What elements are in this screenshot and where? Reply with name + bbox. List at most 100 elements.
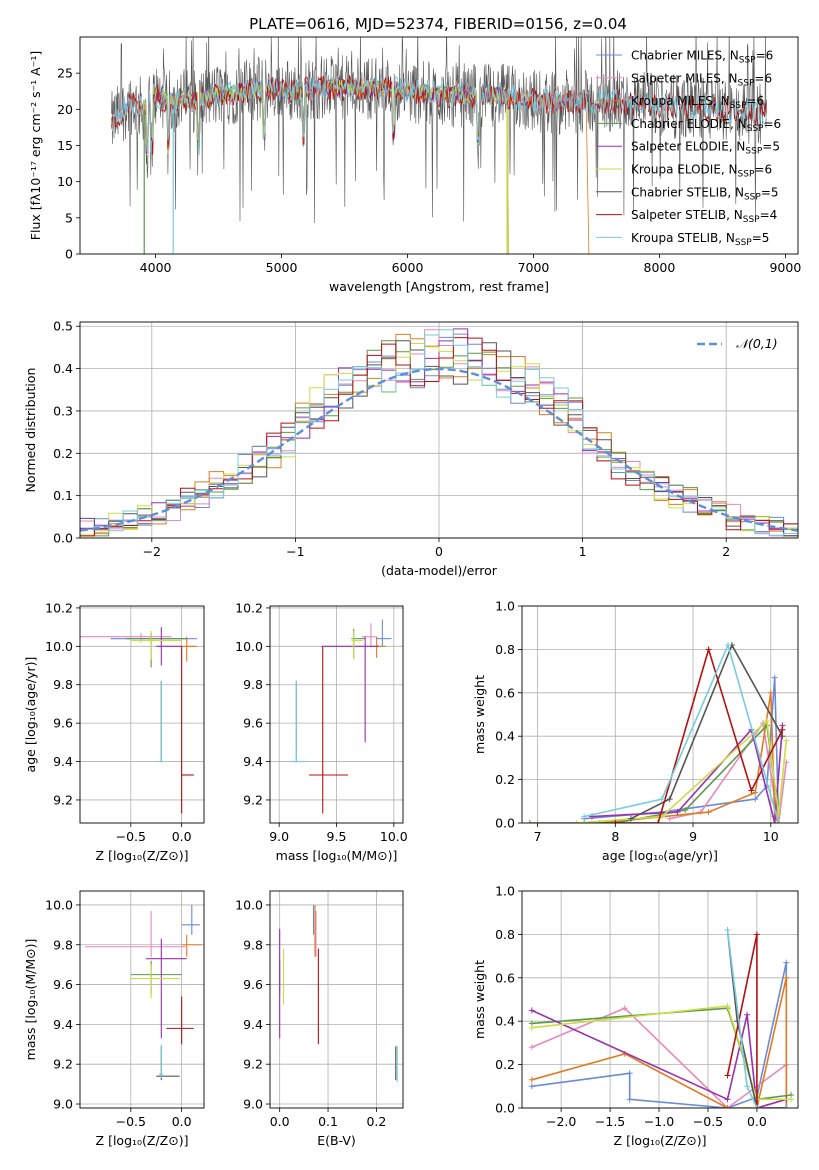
x-tick-label: 8 (611, 829, 619, 844)
x-tick-label: 7 (534, 829, 542, 844)
axes-frame (269, 605, 404, 824)
y-tick-label: 9.4 (53, 1017, 73, 1032)
weight-line (726, 930, 787, 1108)
y-tick-label: 10.2 (45, 600, 73, 615)
weight-marker (744, 1083, 751, 1090)
y-tick-label: 15 (57, 138, 73, 153)
y-tick-label: 0.0 (495, 816, 515, 831)
x-tick-label: −1 (286, 544, 304, 559)
y-tick-label: 9.6 (243, 716, 263, 731)
panel-mass-vs-Z: −0.5 0.0 9.0 9.2 9.4 9.6 9.8 10.0 Z [log₁₀(Z/Z⊙)… (23, 890, 205, 1148)
x-tick-label: −2 (143, 544, 161, 559)
axes-frame (79, 321, 799, 539)
y-axis-label: mass [log₁₀(M/M⊙)] (23, 939, 38, 1061)
x-tick-label: −2.0 (546, 1114, 576, 1129)
axes-frame (269, 890, 404, 1109)
y-tick-label: 0.8 (495, 642, 515, 657)
plot-area (279, 904, 398, 1083)
y-tick-label: 0.4 (495, 729, 515, 744)
weight-marker (744, 1011, 751, 1018)
weight-marker (783, 1105, 790, 1108)
x-tick-label: 0.0 (747, 1114, 767, 1129)
legend: Chabrier MILES, NSSP=6 Salpeter MILES, NS… (596, 49, 781, 248)
y-axis-label: mass weight (472, 675, 487, 754)
panel-age-vs-mass: 9.0 9.5 10.0 9.2 9.4 9.6 9.8 10.0 10.2 mass [log₁… (235, 600, 408, 863)
weight-marker (528, 1083, 535, 1090)
y-tick-label: 0.2 (495, 772, 515, 787)
weight-marker (528, 1076, 535, 1083)
y-tick-label: 1.0 (495, 599, 515, 614)
weight-marker (528, 1044, 535, 1051)
x-tick-label: 7000 (518, 260, 550, 275)
legend-entry: Chabrier MILES, NSSP=6 (631, 49, 773, 66)
axes-frame (521, 605, 799, 824)
legend-entry: Chabrier ELODIE, NSSP=6 (631, 117, 781, 134)
legend-entry: Salpeter ELODIE, NSSP=5 (631, 140, 780, 157)
y-tick-label: 9.8 (243, 937, 263, 952)
y-tick-label: 0.6 (495, 970, 515, 985)
plot-area (526, 642, 790, 823)
weight-marker (771, 820, 778, 823)
y-tick-label: 9.8 (53, 677, 73, 692)
weight-marker (724, 1096, 731, 1103)
weight-marker (655, 820, 662, 823)
panel-mass-vs-EBV: 0.0 0.1 0.2 9.0 9.2 9.4 9.6 9.8 10.0 E(B-V) (235, 890, 404, 1148)
x-tick-label: 8000 (644, 260, 676, 275)
y-tick-label: 9.0 (53, 1097, 73, 1112)
y-tick-label: 20 (57, 102, 73, 117)
weight-marker (788, 1096, 795, 1103)
panel-weight-vs-Z: −2.0 −1.5 −1.0 −0.5 0.0 0.0 0.2 0.4 0.6 0.8 1.0 Z [… (472, 884, 799, 1148)
y-tick-label: 9.2 (243, 1057, 263, 1072)
plot-area (111, 37, 767, 254)
axes-frame (79, 890, 205, 1109)
panel-residuals: −2 −1 0 1 2 0.0 0.1 0.2 0.3 0.4 0.5 (data-model)/er… (23, 319, 799, 578)
weight-marker (674, 809, 681, 816)
weight-marker (775, 820, 782, 823)
histogram-step (80, 343, 798, 538)
panel-age-vs-Z: −0.5 0.0 9.2 9.4 9.6 9.8 10.0 10.2 Z [log₁₀(Z/Z⊙… (23, 600, 205, 863)
y-tick-label: 10.0 (235, 639, 263, 654)
weight-marker (666, 796, 673, 803)
chart-title: PLATE=0616, MJD=52374, FIBERID=0156, z=0… (249, 15, 627, 33)
y-tick-label: 0.6 (495, 685, 515, 700)
x-axis-label: E(B-V) (317, 1133, 356, 1148)
weight-marker (705, 809, 712, 816)
x-tick-label: −1.0 (644, 1114, 674, 1129)
weight-marker (763, 718, 770, 725)
y-tick-label: 0.0 (53, 531, 73, 546)
y-tick-label: 9.2 (53, 1057, 73, 1072)
weight-marker (767, 689, 774, 696)
weight-marker (612, 820, 619, 823)
y-axis-label: Normed distribution (23, 368, 38, 493)
weight-marker (724, 1072, 731, 1079)
y-tick-label: 0.2 (495, 1057, 515, 1072)
y-tick-label: 10.0 (45, 897, 73, 912)
x-axis-label: Z [log₁₀(Z/Z⊙)] (614, 1133, 707, 1148)
x-tick-label: 9000 (769, 260, 801, 275)
plot-area (528, 927, 795, 1108)
plot-area (80, 627, 197, 814)
x-tick-label: 6000 (392, 260, 424, 275)
legend-entry: Kroupa STELIB, NSSP=5 (631, 231, 769, 248)
axes-frame (79, 605, 205, 824)
x-tick-label: 9 (689, 829, 697, 844)
weight-marker (581, 813, 588, 820)
x-tick-label: 10.0 (380, 829, 408, 844)
y-tick-label: 0.2 (53, 446, 73, 461)
y-tick-label: 9.6 (53, 716, 73, 731)
weight-marker (779, 733, 786, 740)
x-axis-label: age [log₁₀(age/yr)] (602, 848, 718, 863)
y-tick-label: 0 (65, 247, 73, 262)
legend-entry: Kroupa MILES, NSSP=6 (631, 94, 764, 111)
weight-line (599, 692, 780, 823)
weight-marker (725, 642, 732, 649)
weight-marker (748, 787, 755, 794)
x-tick-label: 5000 (266, 260, 298, 275)
y-axis-label: mass weight (472, 960, 487, 1039)
y-tick-label: 0.4 (495, 1014, 515, 1029)
weight-marker (771, 674, 778, 681)
y-tick-label: 9.8 (243, 677, 263, 692)
weight-marker (752, 789, 759, 796)
weight-marker (682, 806, 689, 813)
